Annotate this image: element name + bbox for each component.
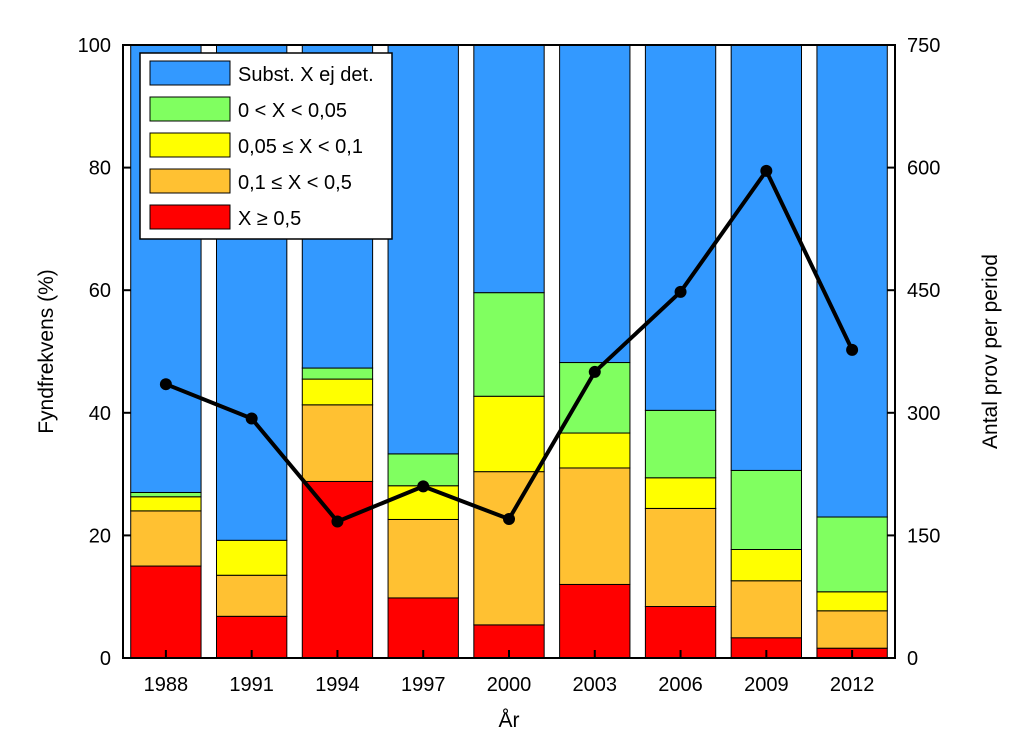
bar-segment-2009-s1 [730, 580, 803, 639]
bar-segment-2012-s4 [816, 44, 888, 518]
sample-count-point-2012 [846, 343, 859, 356]
y-right-tick-label: 300 [907, 403, 940, 425]
bar-segment-1988-s0 [130, 565, 202, 659]
bar-segment-2000-s3 [473, 292, 545, 397]
bar-segment-2006-s4 [644, 44, 717, 411]
sample-count-point-2003 [588, 365, 601, 378]
bar-segment-1988-s3 [130, 491, 202, 498]
bar-segment-2012-s1 [816, 610, 888, 649]
x-tick-label: 1997 [401, 674, 446, 696]
bar-segment-2009-s2 [730, 548, 803, 582]
bar-segment-2006-s2 [644, 477, 717, 509]
y-left-tick-label: 100 [78, 35, 111, 57]
y-left-tick-label: 40 [89, 403, 111, 425]
sample-count-point-1997 [417, 480, 430, 493]
sample-count-point-1994 [331, 515, 344, 528]
y-left-tick-label: 60 [89, 280, 111, 302]
legend-label: Subst. X ej det. [238, 64, 374, 86]
axes-layer: 0 20 40 60 80 100 0 150 300 450 600 750 1988 1991 1994… [78, 35, 941, 696]
bar-segment-2003-s2 [559, 432, 631, 469]
bar-segment-2009-s3 [730, 469, 803, 550]
bar-segment-2003-s1 [559, 467, 631, 585]
bar-segment-2003-s0 [559, 583, 631, 659]
bar-segment-2009-s4 [730, 44, 803, 471]
legend-swatch [149, 132, 231, 158]
y-right-tick-label: 750 [907, 35, 940, 57]
y-axis-left-title: Fyndfrekvens (%) [35, 269, 58, 434]
bar-segment-2000-s1 [473, 471, 545, 626]
sample-count-point-2009 [760, 164, 773, 177]
sample-count-point-1988 [159, 378, 172, 391]
bar-segment-2003-s4 [559, 44, 631, 364]
legend-swatch [149, 168, 231, 194]
x-tick-label: 2006 [658, 674, 703, 696]
bar-segment-1994-s1 [301, 404, 374, 482]
bar-segment-1997-s4 [387, 44, 459, 455]
bar-segment-1997-s1 [387, 518, 459, 599]
x-axis-title: År [499, 709, 520, 732]
y-right-tick-label: 150 [907, 525, 940, 547]
bar-segment-1991-s2 [215, 539, 288, 576]
legend-swatch [149, 60, 231, 86]
y-left-tick-label: 0 [100, 648, 111, 670]
sample-count-point-2000 [503, 513, 515, 526]
legend-label: 0,1 ≤ X < 0,5 [238, 172, 352, 194]
bar-segment-1997-s0 [387, 597, 459, 659]
legend-swatch [149, 96, 231, 122]
legend-swatch [149, 204, 231, 230]
bar-segment-1994-s3 [301, 367, 374, 380]
legend: Subst. X ej det. 0 < X < 0,05 0,05 ≤ X < 0… [139, 52, 393, 240]
sample-count-point-2006 [674, 285, 687, 298]
bar-segment-2006-s3 [644, 409, 717, 479]
bar-segment-2012-s3 [816, 516, 888, 593]
y-left-tick-label: 80 [89, 158, 111, 180]
bar-segment-1994-s0 [301, 480, 374, 659]
x-tick-label: 2012 [830, 674, 875, 696]
line-layer [159, 164, 859, 528]
bar-segment-1988-s2 [130, 496, 202, 512]
bar-segment-2000-s2 [473, 395, 545, 473]
x-tick-label: 2003 [573, 674, 618, 696]
bar-segment-1994-s2 [301, 378, 374, 406]
bar-segment-1991-s1 [215, 574, 288, 617]
legend-label: 0,05 ≤ X < 0,1 [238, 136, 363, 158]
legend-label: 0 < X < 0,05 [238, 100, 347, 122]
bar-segment-1988-s1 [130, 510, 202, 567]
y-axis-right-title: Antal prov per period [979, 254, 1002, 449]
sample-count-point-1991 [245, 412, 258, 425]
bar-segment-2000-s4 [473, 44, 545, 294]
x-tick-label: 1988 [144, 674, 189, 696]
x-tick-label: 1994 [315, 674, 360, 696]
bar-segment-2012-s2 [816, 591, 888, 612]
x-tick-label: 2009 [744, 674, 789, 696]
bar-segment-2006-s1 [644, 507, 717, 608]
y-left-tick-label: 20 [89, 525, 111, 547]
y-right-tick-label: 600 [907, 158, 940, 180]
x-tick-label: 2000 [487, 674, 532, 696]
legend-label: X ≥ 0,5 [238, 208, 301, 230]
y-right-tick-label: 0 [907, 648, 918, 670]
x-tick-label: 1991 [229, 674, 274, 696]
y-right-tick-label: 450 [907, 280, 940, 302]
